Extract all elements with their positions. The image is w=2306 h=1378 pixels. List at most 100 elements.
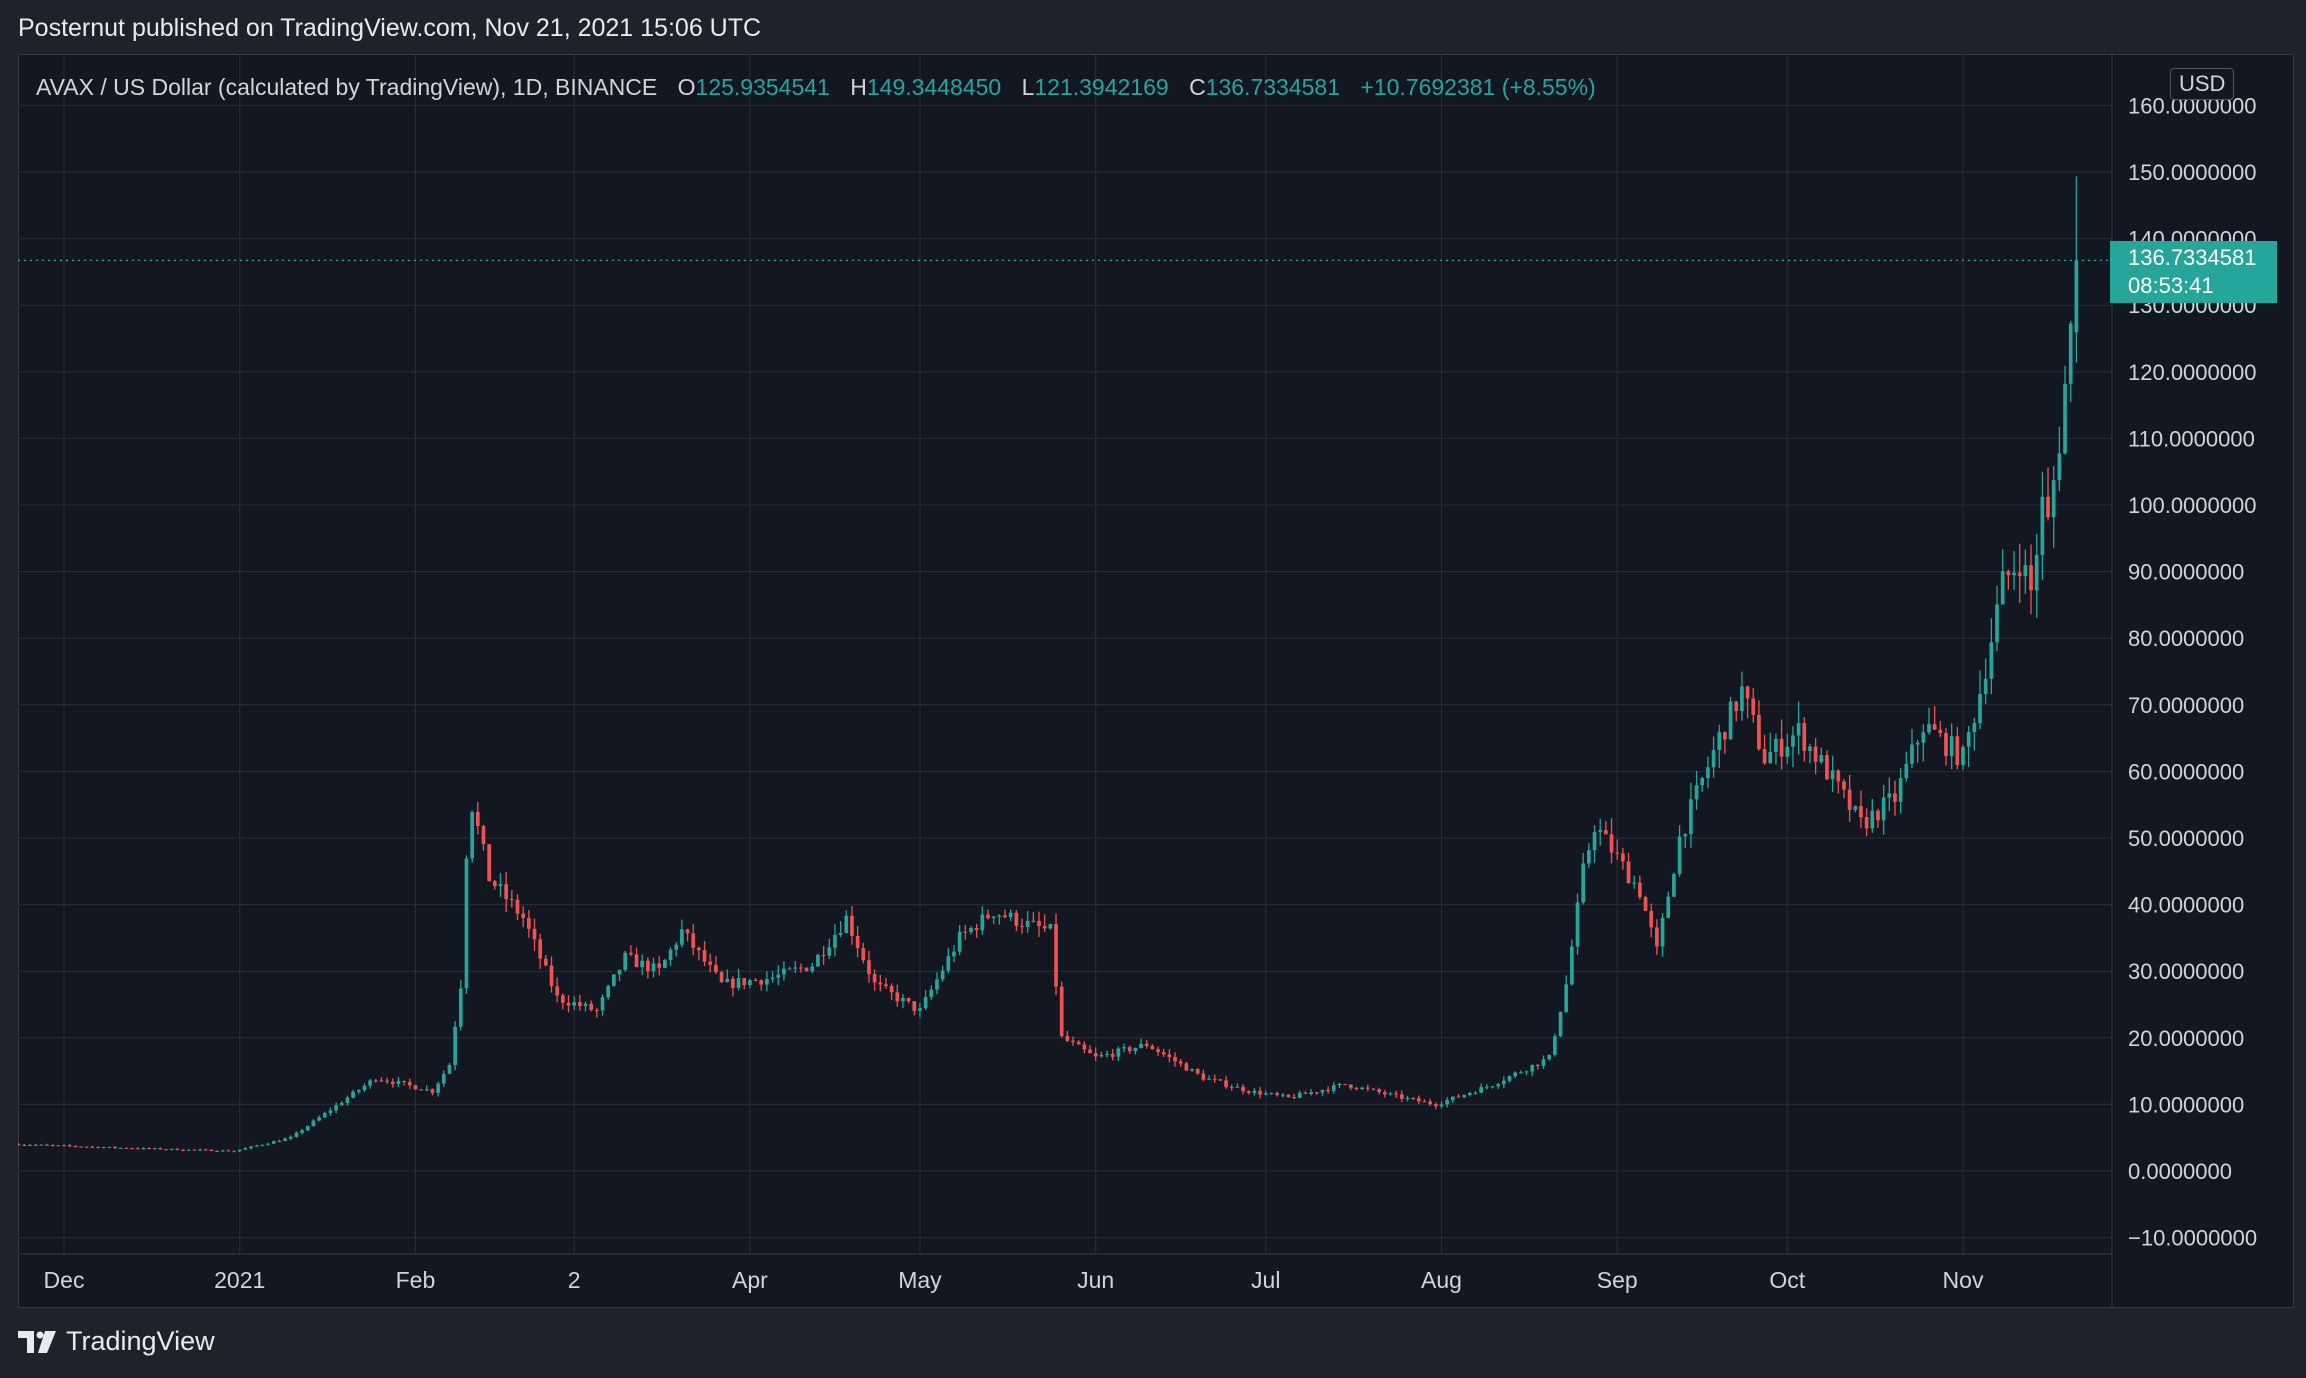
candle-body <box>753 980 758 982</box>
candle-body <box>101 1147 106 1149</box>
close-value: 136.7334581 <box>1205 74 1340 100</box>
candle-body <box>158 1148 163 1150</box>
candle-body <box>1944 733 1948 757</box>
candle-body <box>986 914 990 919</box>
price-tick-label: 100.0000000 <box>2128 493 2256 518</box>
candle-body <box>1343 1084 1347 1086</box>
candle-body <box>1615 852 1620 854</box>
candle-body <box>1382 1092 1387 1095</box>
candle-body <box>45 1144 49 1146</box>
candle-body <box>390 1081 395 1085</box>
candle-body <box>1932 724 1937 730</box>
candle-body <box>1830 770 1835 780</box>
candle-body <box>135 1148 140 1150</box>
candle-body <box>470 811 474 859</box>
candle-body <box>1507 1076 1512 1081</box>
candle-body <box>589 1003 594 1010</box>
candle-body <box>1547 1054 1552 1060</box>
candle-body <box>1587 850 1591 864</box>
candle-body <box>1774 738 1778 753</box>
candle-body <box>1320 1090 1325 1093</box>
candle-body <box>2046 496 2050 518</box>
candle-body <box>192 1149 197 1151</box>
candle-body <box>1014 912 1019 926</box>
candle-body <box>2023 565 2028 577</box>
open-label: O <box>677 74 696 100</box>
price-tick-label: 40.0000000 <box>2128 893 2244 918</box>
candle-body <box>294 1132 299 1137</box>
candle-body <box>1876 810 1880 821</box>
candle-body <box>237 1149 242 1152</box>
candle-body <box>424 1089 429 1091</box>
price-tick-label: 110.0000000 <box>2128 426 2255 451</box>
candlestick-chart[interactable]: −10.0000000 0.0000000 10.0000000 20.0000000… <box>18 54 2294 1308</box>
candle-body <box>1156 1049 1160 1053</box>
candle-body <box>1723 732 1727 740</box>
candle-body <box>816 954 820 967</box>
candle-body <box>1819 755 1824 762</box>
candle-body <box>1983 678 1988 695</box>
time-axis[interactable]: Dec 2021 Feb 2 Apr May Jun Jul Aug Sep Oct Nov <box>44 1267 1984 1293</box>
candle-body <box>1025 920 1030 927</box>
candle-body <box>232 1151 236 1153</box>
candle-body <box>2034 554 2039 591</box>
price-tick-label: 150.0000000 <box>2128 160 2256 185</box>
candle-body <box>1666 896 1671 918</box>
candle-body <box>1966 732 1971 747</box>
symbol-title[interactable]: AVAX / US Dollar (calculated by TradingV… <box>36 74 658 100</box>
candle-body <box>1065 1036 1070 1041</box>
candle-body <box>1365 1087 1370 1089</box>
chart-pane[interactable] <box>18 54 2294 1308</box>
candle-body <box>1989 642 1994 679</box>
currency-button[interactable]: USD <box>2170 68 2235 100</box>
candle-body <box>923 996 928 1009</box>
candle-body <box>2029 565 2033 591</box>
candle-body <box>895 992 900 1002</box>
candle-body <box>1978 694 1982 724</box>
candle-body <box>538 939 543 959</box>
candle-body <box>1700 778 1705 786</box>
ohlc-legend: AVAX / US Dollar (calculated by TradingV… <box>36 74 1596 101</box>
candle-body <box>1252 1090 1257 1094</box>
candle-body <box>940 970 945 980</box>
candle-body <box>1689 799 1693 835</box>
candle-body <box>181 1149 185 1151</box>
candle-body <box>96 1146 100 1148</box>
candle-body <box>1229 1086 1234 1088</box>
time-tick-label: Feb <box>396 1267 436 1293</box>
footer-brand[interactable]: TradingView <box>18 1326 215 1357</box>
candle-body <box>1921 732 1926 743</box>
candle-body <box>974 927 979 931</box>
candle-body <box>2063 383 2067 454</box>
candle-body <box>793 967 798 969</box>
candle-body <box>1042 926 1047 929</box>
candle-body <box>1910 744 1914 764</box>
candle-body <box>441 1073 446 1084</box>
price-tick-label: 10.0000000 <box>2128 1092 2244 1117</box>
candle-body <box>1881 797 1886 821</box>
candle-body <box>929 989 934 997</box>
candle-body <box>1864 817 1869 829</box>
candle-body <box>1898 778 1903 802</box>
candle-body <box>1961 746 1965 765</box>
candle-body <box>1740 686 1744 712</box>
candle-body <box>680 929 684 945</box>
candle-body <box>821 954 826 956</box>
price-tick-label: 80.0000000 <box>2128 626 2244 651</box>
candle-body <box>1133 1047 1138 1052</box>
price-axis[interactable]: −10.0000000 0.0000000 10.0000000 20.0000000… <box>18 54 2257 1308</box>
candle-body <box>560 995 565 1003</box>
candle-body <box>957 931 962 952</box>
candle-body <box>1088 1049 1092 1054</box>
candle-body <box>804 967 809 972</box>
time-tick-label: Aug <box>1421 1267 1462 1293</box>
candle-body <box>288 1136 293 1139</box>
price-tick-label: 0.0000000 <box>2128 1159 2232 1184</box>
candle-body <box>209 1149 214 1151</box>
candle-body <box>1842 781 1846 790</box>
candle-body <box>1456 1096 1461 1098</box>
candle-body <box>107 1146 112 1148</box>
candle-body <box>311 1120 316 1126</box>
candle-body <box>991 916 996 919</box>
candle-body <box>629 952 633 955</box>
